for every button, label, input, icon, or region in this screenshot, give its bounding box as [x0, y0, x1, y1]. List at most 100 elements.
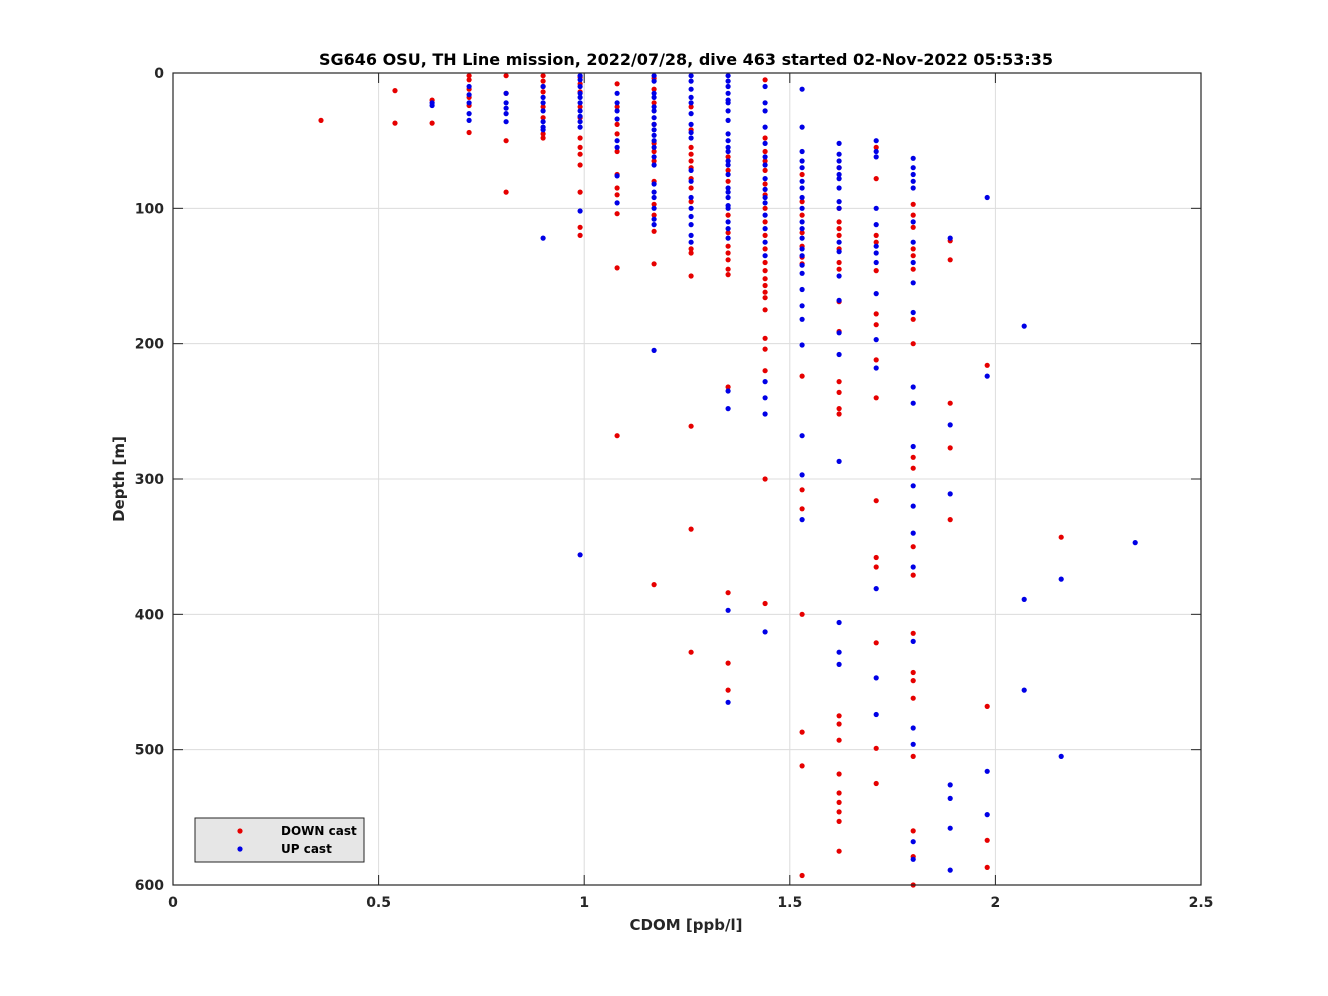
up-cast-point [688, 73, 694, 79]
up-cast-point [910, 400, 916, 406]
down-cast-point [836, 809, 842, 815]
down-cast-point [910, 572, 916, 578]
up-cast-point [799, 165, 805, 171]
down-cast-point [762, 232, 768, 238]
down-cast-point [651, 212, 657, 218]
up-cast-point [836, 151, 842, 157]
up-cast-point [910, 564, 916, 570]
down-cast-point [762, 335, 768, 341]
down-cast-point [577, 135, 583, 141]
down-cast-point [984, 362, 990, 368]
up-cast-point [762, 212, 768, 218]
down-cast-point [910, 454, 916, 460]
down-cast-point [836, 406, 842, 412]
y-tick-label: 300 [135, 472, 164, 488]
up-cast-point [799, 342, 805, 348]
up-cast-point [725, 189, 731, 195]
up-cast-point [910, 280, 916, 286]
down-cast-point [762, 268, 768, 274]
down-cast-point [762, 167, 768, 173]
x-tick-label: 2.5 [1189, 895, 1214, 911]
y-tick-labels: 0 100 200 300 400 500 600 [135, 66, 164, 894]
up-cast-point [910, 239, 916, 245]
up-cast-point [910, 309, 916, 316]
down-cast-point [910, 695, 916, 701]
up-cast-point [762, 395, 768, 401]
up-cast-point [503, 90, 509, 96]
down-cast-point [836, 737, 842, 743]
down-cast-point [799, 199, 805, 205]
down-cast-point [466, 73, 472, 79]
down-cast-point [873, 322, 879, 328]
down-cast-point [762, 276, 768, 282]
down-cast-point [873, 144, 879, 150]
down-cast-point [873, 232, 879, 238]
up-cast-point [873, 291, 879, 297]
up-cast-point [910, 483, 916, 489]
up-cast-point [725, 162, 731, 168]
x-tick-label: 0 [168, 895, 178, 911]
down-cast-point [651, 86, 657, 92]
up-cast-point [836, 165, 842, 171]
up-cast-point [651, 162, 657, 168]
down-cast-point [577, 224, 583, 230]
down-cast-point [651, 228, 657, 234]
down-cast-point [947, 257, 953, 263]
up-cast-point [1058, 753, 1064, 760]
up-cast-point [614, 200, 620, 206]
y-axis-label: Depth [m] [110, 436, 128, 522]
down-cast-point [762, 77, 768, 83]
down-cast-point [725, 178, 731, 184]
down-cast-point [540, 78, 546, 84]
up-cast-point [910, 725, 916, 731]
up-cast-point [651, 216, 657, 222]
up-cast-point [799, 517, 805, 523]
down-cast-point [725, 272, 731, 278]
down-cast-point [762, 289, 768, 295]
up-cast-point [799, 246, 805, 252]
down-cast-point [503, 189, 509, 195]
up-cast-point [614, 144, 620, 150]
up-cast-point [725, 194, 731, 201]
down-cast-point [725, 384, 731, 390]
up-cast-point [466, 111, 472, 117]
up-cast-point [947, 795, 953, 802]
down-cast-point [910, 316, 916, 322]
up-cast-point [725, 219, 731, 225]
up-cast-point [577, 113, 583, 119]
down-cast-point [540, 104, 546, 110]
up-cast-point [651, 181, 657, 187]
up-cast-point [762, 83, 768, 90]
up-cast-point [762, 140, 768, 146]
down-cast-point [577, 189, 583, 195]
down-cast-point [762, 181, 768, 187]
up-cast-point [836, 158, 842, 164]
plot-frame [172, 72, 1202, 886]
down-cast-point [688, 199, 694, 205]
up-cast-point [762, 162, 768, 168]
down-cast-point [651, 100, 657, 106]
up-cast-point [910, 185, 916, 191]
up-cast-point [836, 239, 842, 245]
up-cast-point [725, 406, 731, 412]
up-cast-point [910, 219, 916, 225]
down-cast-point [614, 104, 620, 110]
down-cast-point [614, 265, 620, 271]
up-cast-point [836, 249, 842, 255]
down-cast-point [725, 154, 731, 160]
legend: DOWN cast UP cast [194, 817, 365, 863]
up-cast-point [540, 127, 546, 133]
up-cast-point [725, 131, 731, 137]
y-tick-label: 200 [135, 337, 164, 353]
up-cast-point [762, 124, 768, 130]
down-cast-point [799, 763, 805, 769]
up-cast-point [725, 388, 731, 394]
up-cast-point [725, 73, 731, 79]
y-tick-label: 0 [154, 66, 164, 82]
down-cast-point [836, 818, 842, 825]
up-cast-point [836, 273, 842, 279]
down-cast-point [910, 753, 916, 760]
up-cast-point [651, 90, 657, 96]
down-cast-point [725, 590, 731, 596]
up-cast-point [910, 384, 916, 390]
